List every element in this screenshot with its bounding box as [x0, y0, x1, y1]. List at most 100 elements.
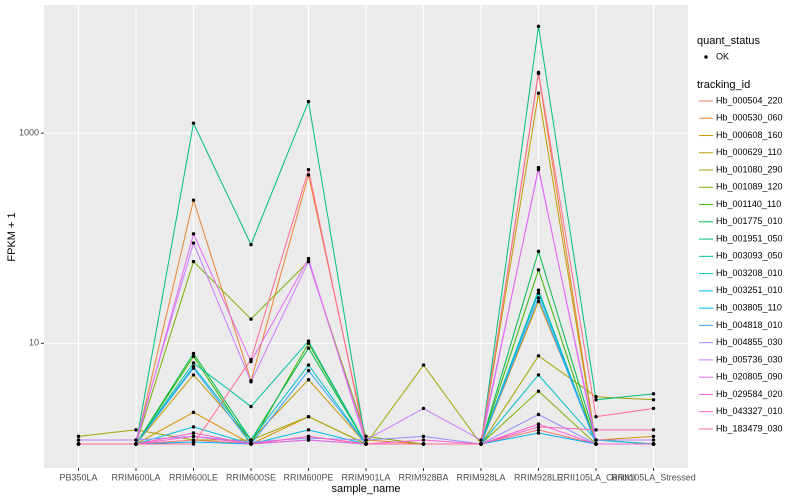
data-point	[191, 361, 196, 365]
y-tick-label: 1000	[19, 128, 39, 138]
legend-label: Hb_029584_020	[716, 389, 783, 399]
data-point	[536, 268, 541, 272]
data-point	[651, 438, 656, 442]
data-point	[306, 167, 311, 172]
data-point	[191, 354, 196, 359]
data-point	[536, 431, 541, 435]
data-point	[594, 438, 598, 442]
data-point	[249, 242, 253, 247]
data-point	[306, 173, 311, 177]
data-point	[536, 288, 541, 292]
data-point	[306, 339, 311, 343]
data-point	[536, 291, 541, 295]
data-point	[651, 442, 656, 446]
legend-label: Hb_020805_090	[716, 372, 783, 382]
data-point	[191, 259, 196, 264]
data-point	[421, 438, 426, 442]
legend-title: tracking_id	[697, 79, 750, 91]
x-axis-label: sample_name	[331, 483, 400, 495]
data-point	[191, 351, 196, 356]
data-point	[536, 299, 541, 304]
data-point	[536, 412, 541, 417]
data-point	[191, 373, 196, 377]
data-point	[536, 373, 541, 377]
data-point	[651, 406, 656, 411]
legend-label: Hb_000608_160	[716, 130, 783, 140]
data-point	[191, 121, 196, 125]
legend-label: Hb_003093_050	[716, 251, 783, 261]
data-point	[594, 395, 598, 399]
data-point	[191, 241, 196, 245]
legend-label: Hb_000504_220	[716, 95, 783, 105]
data-point	[134, 438, 138, 442]
data-point	[536, 296, 541, 300]
data-point	[364, 442, 368, 446]
data-point	[536, 422, 541, 426]
data-point	[651, 398, 656, 402]
data-point	[479, 442, 483, 446]
data-point	[306, 256, 311, 261]
data-point	[306, 99, 311, 104]
data-point	[306, 368, 311, 373]
legend-label: Hb_000629_110	[716, 147, 782, 157]
data-point	[191, 431, 196, 435]
data-point	[249, 404, 253, 409]
x-tick-label: PB350LA	[59, 472, 97, 482]
legend-label: Hb_004855_030	[716, 337, 783, 347]
data-point	[536, 24, 541, 29]
data-point	[364, 438, 368, 442]
data-point	[249, 380, 253, 384]
data-point	[249, 317, 253, 321]
data-point	[249, 357, 253, 362]
data-point	[306, 434, 311, 439]
data-point	[651, 434, 656, 439]
data-point	[249, 442, 253, 446]
data-point	[191, 232, 196, 236]
data-point	[651, 392, 656, 396]
x-tick-label: RRIM600LA	[111, 472, 160, 482]
data-point	[536, 70, 541, 74]
x-tick-label: RRIM928LA	[456, 472, 505, 482]
x-tick-label: RRIM600LE	[169, 472, 218, 482]
legend-label: Hb_003208_010	[716, 268, 783, 278]
data-point	[306, 363, 311, 367]
data-point	[191, 434, 196, 439]
data-point	[306, 259, 311, 264]
legend-label: OK	[716, 51, 729, 61]
data-point	[536, 389, 541, 393]
x-tick-label: RRIM901LA	[341, 472, 390, 482]
legend-label: Hb_003251_010	[716, 285, 783, 295]
data-point	[364, 434, 368, 439]
data-point	[536, 91, 541, 95]
legend-label: Hb_043327_010	[716, 406, 783, 416]
legend-marker	[704, 55, 708, 59]
data-point	[421, 434, 426, 439]
data-point	[594, 428, 598, 432]
x-tick-label: RRIM928BA	[398, 472, 448, 482]
data-point	[421, 442, 426, 446]
y-axis-label: FPKM + 1	[6, 212, 18, 261]
x-tick-label: RRIM600SE	[226, 472, 276, 482]
data-point	[191, 198, 196, 202]
data-point	[536, 354, 541, 358]
data-point	[306, 378, 311, 382]
data-point	[76, 434, 81, 439]
data-point	[191, 442, 196, 446]
data-point	[76, 442, 81, 446]
data-point	[421, 363, 426, 367]
legend-label: Hb_001089_120	[716, 182, 783, 192]
data-point	[479, 438, 483, 442]
y-tick-label: 10	[29, 338, 39, 348]
legend-label: Hb_001140_110	[716, 199, 781, 209]
data-point	[536, 249, 541, 254]
data-point	[306, 415, 311, 419]
legend-label: Hb_000530_060	[716, 113, 783, 123]
data-point	[306, 428, 311, 432]
data-point	[134, 442, 138, 446]
data-point	[191, 366, 196, 370]
data-point	[651, 428, 656, 432]
legend-label: Hb_003805_110	[716, 302, 782, 312]
data-point	[536, 428, 541, 432]
data-point	[594, 442, 598, 446]
